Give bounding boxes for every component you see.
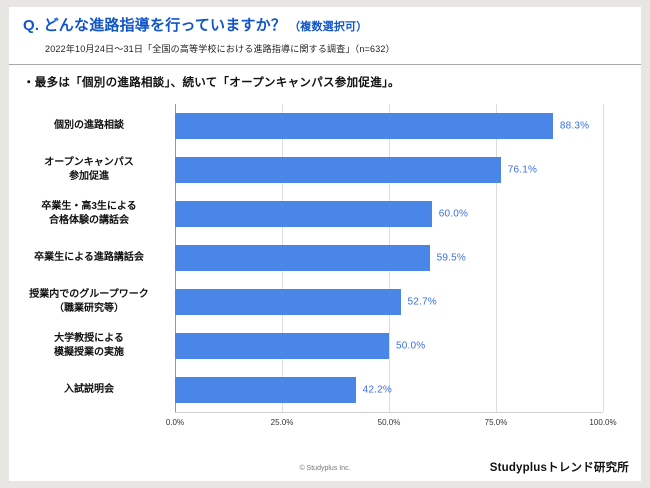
bar (175, 289, 401, 315)
value-label: 76.1% (507, 164, 538, 176)
chart-row: 授業内でのグループワーク （職業研究等） 52.7% (17, 280, 633, 324)
x-tick-label: 25.0% (270, 418, 294, 427)
chart-row: オープンキャンパス 参加促進 76.1% (17, 148, 633, 192)
value-label: 60.0% (438, 208, 469, 220)
bar (175, 333, 389, 359)
chart-row: 入試説明会 42.2% (17, 368, 633, 412)
bar-track: 42.2% (175, 377, 603, 403)
brand-name: Studyplusトレンド研究所 (489, 462, 629, 474)
gridline (496, 104, 497, 412)
bar-track: 52.7% (175, 289, 603, 315)
chart-row: 大学教授による 模擬授業の実施 50.0% (17, 324, 633, 368)
chart-row: 卒業生・高3生による 合格体験の講話会 60.0% (17, 192, 633, 236)
bar (175, 377, 356, 403)
bar-track: 60.0% (175, 201, 603, 227)
value-label: 50.0% (396, 340, 426, 352)
x-tick-label: 75.0% (484, 418, 508, 427)
question-title: Q. どんな進路指導を行っていますか？ （複数選択可） (23, 17, 627, 35)
category-label: 入試説明会 (64, 384, 114, 395)
category-label: 個別の進路相談 (54, 120, 124, 131)
value-label: 88.3% (559, 120, 590, 132)
copyright-text: © Studyplus Inc. (299, 465, 351, 472)
category-label: オープンキャンパス 参加促進 (44, 157, 134, 182)
chart-row: 卒業生による進路講話会 59.5% (17, 236, 633, 280)
gridline (603, 104, 604, 412)
bar (175, 113, 553, 139)
value-label: 42.2% (362, 384, 392, 396)
multiple-choice-note: （複数選択可） (289, 21, 368, 33)
bar (175, 245, 430, 271)
x-tick-label: 0.0% (165, 418, 185, 427)
category-label: 大学教授による 模擬授業の実施 (54, 333, 124, 358)
bar-track: 50.0% (175, 333, 603, 359)
x-axis-ticks: 0.0% 25.0% 50.0% 75.0% 100.0% (166, 412, 617, 434)
value-label: 52.7% (407, 296, 437, 308)
bar-track: 88.3% (175, 113, 603, 139)
category-label: 卒業生・高3生による 合格体験の講話会 (41, 201, 137, 226)
survey-subtitle: 2022年10月24日～31日「全国の高等学校における進路指導に関する調査」（n… (45, 44, 395, 54)
slide-card: Q. どんな進路指導を行っていますか？ （複数選択可） 2022年10月24日～3… (9, 7, 641, 481)
x-tick-label: 100.0% (589, 418, 617, 427)
bar (175, 157, 501, 183)
x-tick-label: 50.0% (377, 418, 401, 427)
chart-rows: 個別の進路相談 88.3% オープンキャンパス 参加促進 76.1% 卒業生・高3生による… (17, 104, 633, 412)
question-title-text: Q. どんな進路指導を行っていますか？ (23, 17, 287, 34)
header-divider (9, 64, 641, 65)
category-label: 授業内でのグループワーク （職業研究等） (29, 289, 149, 314)
bar (175, 201, 432, 227)
chart-row: 個別の進路相談 88.3% (17, 104, 633, 148)
bar-track: 76.1% (175, 157, 603, 183)
value-label: 59.5% (436, 252, 467, 264)
header: Q. どんな進路指導を行っていますか？ （複数選択可） 2022年10月24日～3… (9, 7, 641, 55)
bar-chart: 個別の進路相談 88.3% オープンキャンパス 参加促進 76.1% 卒業生・高3生による… (17, 104, 633, 434)
bar-track: 59.5% (175, 245, 603, 271)
category-label: 卒業生による進路講話会 (34, 252, 144, 263)
summary-note: ・最多は「個別の進路相談」、続いて「オープンキャンパス参加促進」。 (23, 77, 400, 89)
